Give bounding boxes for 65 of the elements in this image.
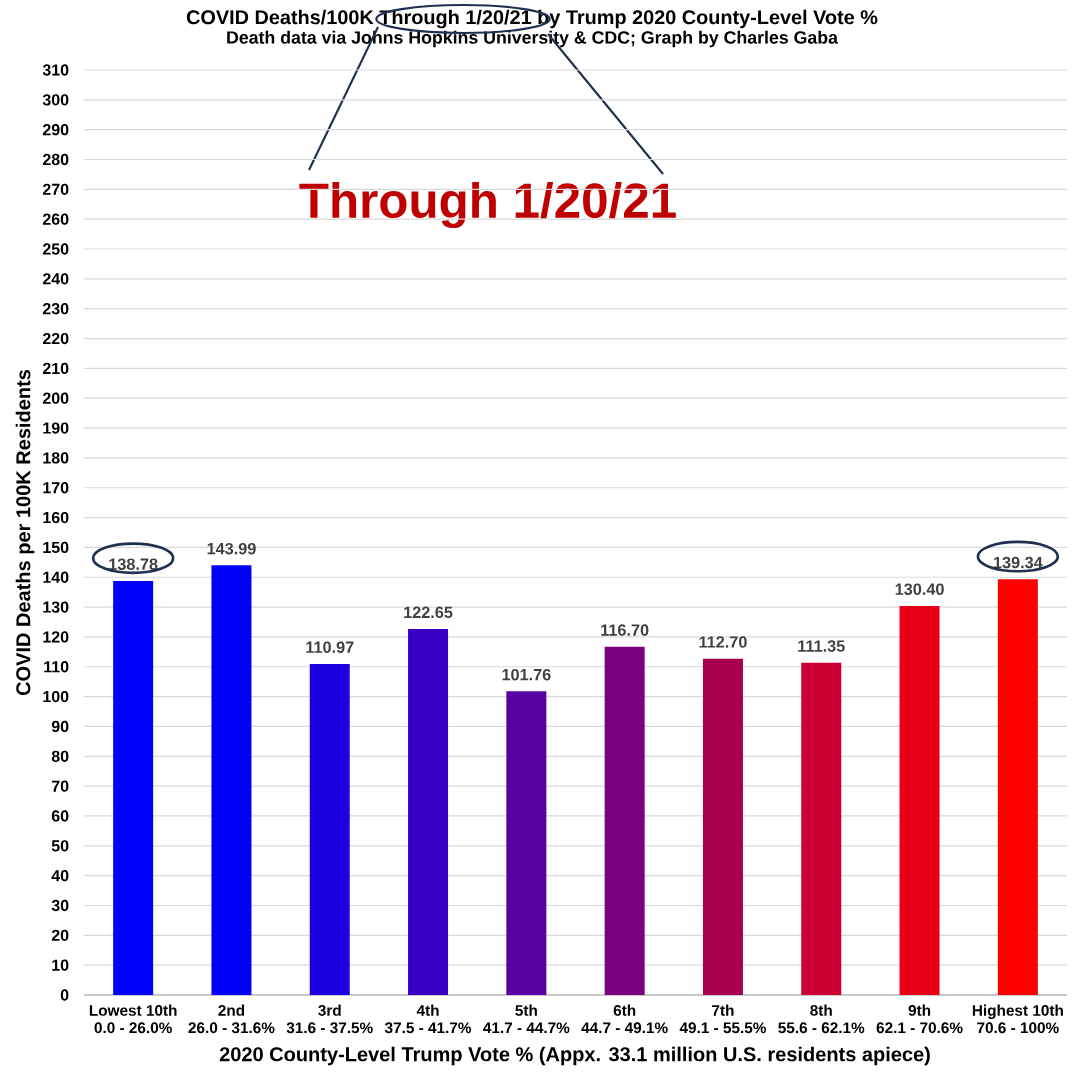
y-tick-label: 270 [42, 183, 69, 195]
data-label: 130.40 [895, 583, 944, 595]
y-tick-label: 200 [42, 392, 69, 404]
bar [702, 658, 743, 995]
bar [211, 565, 252, 995]
x-tick-label: 4th 37.5 - 41.7% [384, 1004, 472, 1034]
data-label: 110.97 [306, 641, 354, 653]
y-tick-label: 160 [43, 511, 69, 524]
x-tick-label: 2nd 26.0 - 31.6% [188, 1004, 275, 1034]
y-tick-label: 220 [42, 332, 69, 345]
y-tick-label: 80 [51, 750, 69, 762]
y-tick-label: 310 [42, 64, 69, 76]
x-tick-label: 7th 49.1 - 55.5% [679, 1004, 766, 1034]
data-label: 138.78 [109, 558, 158, 570]
bar [801, 662, 842, 995]
bar [604, 646, 645, 995]
y-tick-label: 60 [51, 810, 69, 822]
x-axis-title: 2020 County-Level Trump Vote % (Appx. 33.1 million U.S. residents apiece) [219, 1046, 930, 1066]
x-tick-label: 8th 55.6 - 62.1% [778, 1004, 865, 1034]
y-tick-label: 280 [42, 153, 69, 166]
bar [899, 605, 940, 995]
y-tick-label: 290 [42, 124, 69, 136]
data-label: 143.99 [207, 542, 256, 555]
y-tick-label: 260 [42, 213, 69, 225]
y-tick-label: 190 [43, 422, 69, 434]
data-label: 116.70 [601, 624, 649, 636]
y-tick-label: 20 [51, 929, 69, 941]
y-tick-label: 150 [43, 541, 69, 554]
bar [309, 663, 350, 995]
data-label: 112.70 [699, 636, 747, 648]
x-tick-label: Highest 10th 70.6 - 100% [972, 1004, 1063, 1034]
x-tick-label: 9th 62.1 - 70.6% [876, 1004, 963, 1034]
x-tick-label: 6th 44.7 - 49.1% [581, 1004, 668, 1034]
bar [408, 629, 449, 995]
data-label: 139.34 [994, 556, 1043, 569]
y-tick-label: 50 [51, 840, 69, 852]
y-tick-label: 110 [44, 661, 69, 673]
y-tick-label: 180 [43, 452, 69, 464]
annotation: Through 1/20/21 [299, 181, 676, 229]
y-tick-label: 300 [42, 94, 69, 106]
y-tick-label: 210 [42, 362, 69, 375]
y-tick-label: 120 [43, 631, 69, 643]
y-tick-label: 250 [42, 243, 69, 255]
y-tick-label: 30 [51, 899, 69, 912]
bar [506, 691, 547, 995]
y-tick-label: 0 [60, 989, 69, 1001]
x-tick-label: Lowest 10th 0.0 - 26.0% [89, 1004, 177, 1034]
y-tick-label: 100 [43, 690, 69, 703]
y-tick-label: 230 [42, 303, 69, 315]
x-tick-label: 5th 41.7 - 44.7% [483, 1004, 570, 1034]
y-tick-label: 70 [51, 780, 69, 792]
y-tick-label: 10 [52, 959, 69, 971]
bar [997, 579, 1038, 995]
data-label: 111.35 [798, 640, 845, 652]
y-axis-title: COVID Deaths per 100K Residents [15, 369, 35, 696]
data-label: 122.65 [404, 606, 453, 619]
y-tick-label: 90 [51, 720, 69, 733]
y-tick-label: 140 [43, 571, 69, 583]
x-tick-label: 3rd 31.6 - 37.5% [286, 1004, 373, 1034]
y-tick-label: 40 [51, 869, 69, 882]
y-tick-label: 170 [43, 482, 69, 494]
y-tick-label: 240 [42, 273, 69, 285]
y-tick-label: 130 [43, 601, 69, 613]
data-label: 101.76 [502, 668, 551, 681]
bar [113, 580, 154, 995]
